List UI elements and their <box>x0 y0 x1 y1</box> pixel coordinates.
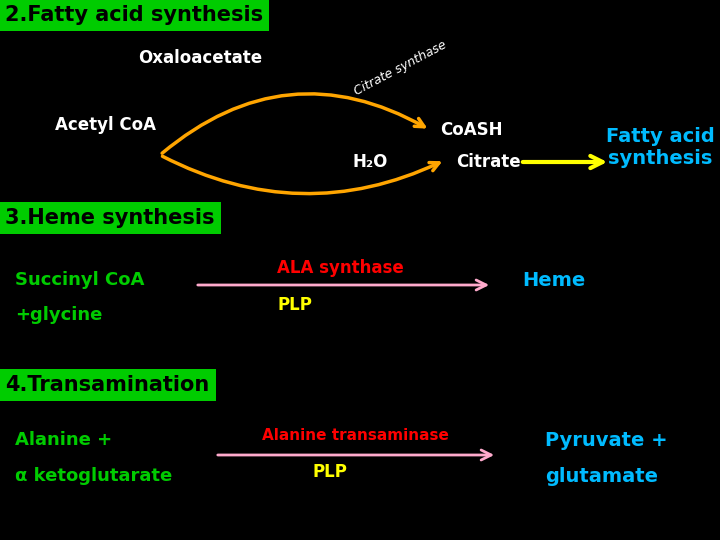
Text: ALA synthase: ALA synthase <box>276 259 403 277</box>
Text: PLP: PLP <box>278 296 312 314</box>
Text: 4.Transamination: 4.Transamination <box>5 375 210 395</box>
Text: α ketoglutarate: α ketoglutarate <box>15 467 172 485</box>
Text: +glycine: +glycine <box>15 306 102 324</box>
Text: Citrate: Citrate <box>456 153 521 171</box>
Text: Fatty acid
synthesis: Fatty acid synthesis <box>606 127 714 168</box>
Text: Citrate synthase: Citrate synthase <box>351 38 449 98</box>
Text: 2.Fatty acid synthesis: 2.Fatty acid synthesis <box>5 5 263 25</box>
Text: Oxaloacetate: Oxaloacetate <box>138 49 262 67</box>
Text: Heme: Heme <box>522 271 585 289</box>
Text: Alanine transaminase: Alanine transaminase <box>261 429 449 443</box>
Text: Pyruvate +: Pyruvate + <box>545 430 667 449</box>
Text: CoASH: CoASH <box>440 121 503 139</box>
Text: Succinyl CoA: Succinyl CoA <box>15 271 145 289</box>
Text: Acetyl CoA: Acetyl CoA <box>55 116 156 134</box>
Text: 3.Heme synthesis: 3.Heme synthesis <box>5 208 215 228</box>
Text: H₂O: H₂O <box>352 153 387 171</box>
Text: glutamate: glutamate <box>545 467 658 485</box>
Text: PLP: PLP <box>312 463 348 481</box>
Text: Alanine +: Alanine + <box>15 431 112 449</box>
